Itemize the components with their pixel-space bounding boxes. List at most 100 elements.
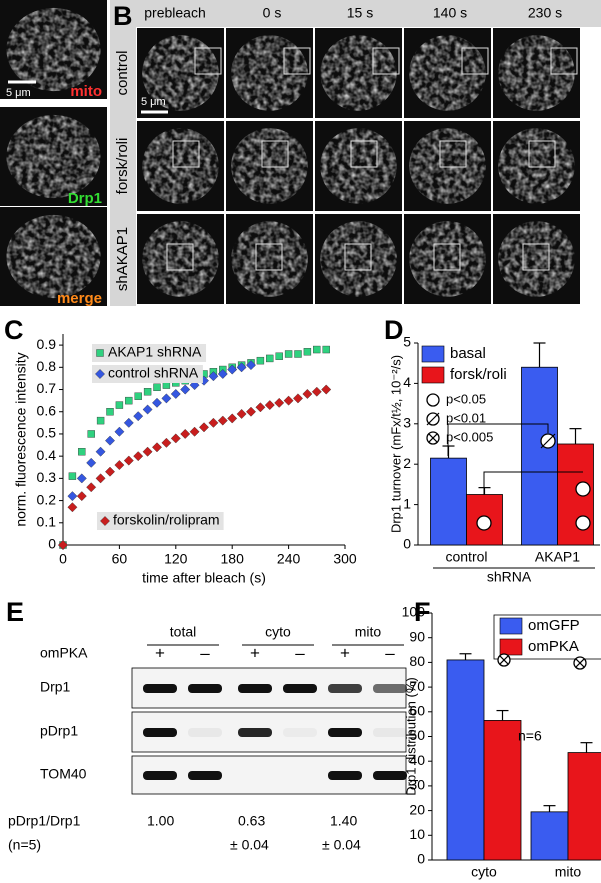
blot-band <box>283 684 317 693</box>
cell-texture <box>320 221 397 297</box>
y-tick-label: 0.5 <box>37 425 57 441</box>
bar <box>430 457 467 546</box>
marker <box>199 422 209 433</box>
blot-band <box>328 771 362 780</box>
marker <box>67 491 78 502</box>
x-tick-label: 0 <box>59 551 67 567</box>
marker <box>95 446 106 457</box>
blot-band <box>238 684 272 693</box>
blot-frame <box>131 667 407 709</box>
group-header: cyto <box>265 624 291 640</box>
marker <box>143 388 152 396</box>
panel-label: D <box>384 315 404 345</box>
y-tick-label: 0 <box>403 536 411 552</box>
y-tick-label: 20 <box>409 801 425 817</box>
panel-label: C <box>4 315 24 345</box>
blot-label: Drp1 <box>40 679 71 695</box>
marker <box>153 383 161 392</box>
bleach-roi <box>550 47 578 75</box>
marker <box>311 386 322 397</box>
cell-texture <box>142 35 219 111</box>
y-tick-label: 80 <box>409 653 425 669</box>
marker <box>322 345 330 354</box>
legend-background <box>92 365 203 383</box>
cell-texture <box>142 128 219 204</box>
marker <box>208 371 219 382</box>
cell-texture <box>6 7 101 92</box>
blot-band <box>373 728 407 737</box>
legend-marker <box>100 516 110 526</box>
bleach-roi <box>439 140 467 168</box>
significance-label: p<0.05 <box>446 391 486 406</box>
marker <box>114 426 125 437</box>
cell-texture <box>498 128 575 204</box>
timepoint-label: 230 s <box>528 5 562 21</box>
legend-label: forskolin/rolipram <box>113 512 220 528</box>
y-tick-label: 0.3 <box>37 469 57 485</box>
y-tick-label: 5 <box>403 334 411 350</box>
cell-texture <box>231 128 308 204</box>
scale-bar-label: 5 μm <box>141 96 166 108</box>
y-tick-label: 0 <box>417 851 425 867</box>
marker <box>134 392 142 400</box>
y-tick-label: 1 <box>403 495 411 511</box>
legend-swatch <box>421 366 445 384</box>
y-axis-label: Drp1 turnover (mFx/t½, 10⁻²/s) <box>388 355 403 533</box>
blot-band <box>143 684 177 693</box>
marker <box>170 433 181 444</box>
bleach-roi <box>372 47 400 75</box>
significance-label: p<0.01 <box>446 410 486 425</box>
scale-bar-label: 5 μm <box>6 87 31 99</box>
bleach-roi <box>261 140 289 168</box>
cell-texture <box>320 128 397 204</box>
bleach-roi <box>283 47 311 75</box>
significance-symbol <box>426 393 440 407</box>
y-tick-label: 0.6 <box>37 402 57 418</box>
marker <box>105 466 115 477</box>
group-header: total <box>170 624 196 640</box>
marker <box>275 352 283 360</box>
cell-texture <box>231 221 308 297</box>
marker <box>284 350 293 358</box>
marker <box>170 389 181 399</box>
legend-swatch <box>421 345 445 363</box>
y-axis-label: norm. fluorescence intensity <box>13 352 29 526</box>
annotation: n=6 <box>518 728 542 744</box>
significance-symbol <box>428 433 438 443</box>
blot-band <box>328 684 362 693</box>
cell-texture <box>142 221 219 297</box>
marker <box>293 393 303 404</box>
y-tick-label: 0.4 <box>37 447 57 463</box>
blot-label: pDrp1 <box>40 723 78 739</box>
x-axis-label: time after bleach (s) <box>142 570 266 586</box>
marker <box>142 404 153 415</box>
marker <box>302 389 313 399</box>
x-tick-label: 240 <box>277 551 301 567</box>
bar <box>530 811 569 861</box>
y-tick-label: 0.2 <box>37 491 57 507</box>
marker <box>303 348 312 356</box>
ratio-error: ± 0.04 <box>230 837 269 853</box>
marker <box>68 472 77 480</box>
legend-label: control shRNA <box>108 365 199 381</box>
marker <box>76 491 87 502</box>
y-tick-label: 2 <box>403 455 411 471</box>
panel-label: F <box>414 597 431 627</box>
blot-band <box>283 728 317 737</box>
x-tick-label: control <box>445 549 487 565</box>
legend-marker <box>95 369 105 379</box>
blot-band <box>143 728 177 737</box>
marker <box>246 406 256 417</box>
marker <box>208 417 219 428</box>
x-tick-label: cyto <box>471 864 497 880</box>
treatment-sign: + <box>155 643 165 662</box>
ratio-value: 1.40 <box>330 813 357 829</box>
marker <box>105 435 115 446</box>
n-label: (n=5) <box>8 837 41 853</box>
marker <box>114 460 125 470</box>
cell-texture <box>498 35 575 111</box>
bleach-roi <box>522 243 550 271</box>
marker <box>266 354 274 363</box>
marker <box>67 502 78 513</box>
